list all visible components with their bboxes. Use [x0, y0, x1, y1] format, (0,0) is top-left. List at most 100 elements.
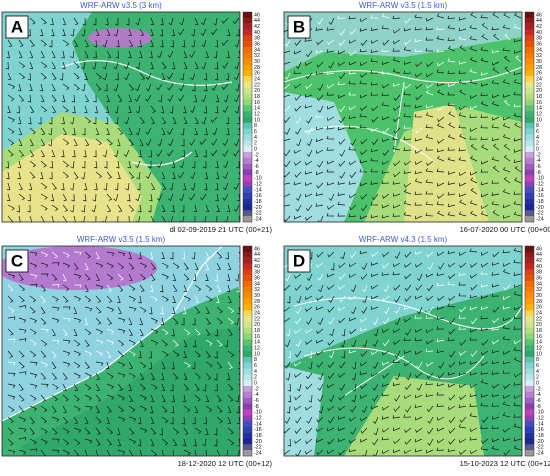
colorbar-label: 46	[254, 12, 260, 18]
timestamp: 18-12-2020 12 UTC (00+12)	[178, 459, 273, 468]
wind-barb	[372, 416, 379, 424]
wind-barb	[327, 204, 335, 210]
colorbar-label: 44	[254, 252, 260, 258]
wind-barb	[194, 306, 201, 314]
wind-barb	[215, 94, 220, 103]
wind-barb	[381, 160, 390, 165]
wind-barb	[150, 28, 154, 36]
wind-barb	[62, 350, 71, 356]
wind-barb	[392, 213, 401, 217]
wind-barb	[459, 199, 467, 206]
wind-barb	[161, 405, 168, 413]
colorbar-cell	[243, 310, 252, 317]
wind-barb	[436, 182, 445, 187]
wind-barb	[403, 337, 412, 341]
wind-barb	[469, 94, 478, 99]
colorbar-cell	[243, 64, 252, 71]
wind-barb	[40, 394, 47, 402]
wind-barb	[93, 160, 98, 169]
wind-barb	[145, 138, 152, 146]
colorbar-cell	[525, 403, 534, 410]
wind-barb	[29, 127, 36, 135]
wind-barb	[226, 204, 231, 213]
wind-barb	[139, 317, 144, 325]
wind-barb	[294, 83, 302, 89]
colorbar-label: 16	[536, 100, 542, 106]
wind-barb	[104, 83, 108, 92]
wind-barb	[361, 262, 368, 270]
wind-barb	[305, 405, 313, 411]
colorbar-cell	[243, 246, 252, 253]
wind-barb	[51, 83, 56, 92]
wind-barb	[40, 416, 48, 424]
wind-barb	[293, 181, 302, 186]
wind-barb	[316, 94, 324, 102]
wind-barb	[62, 284, 70, 292]
wind-barb	[161, 295, 169, 302]
wind-barb	[95, 72, 102, 80]
wind-barb	[348, 61, 357, 66]
wind-barb	[317, 273, 324, 281]
wind-barb	[338, 317, 346, 324]
wind-barb	[382, 339, 390, 347]
wind-barb	[167, 72, 174, 80]
wind-barb	[172, 372, 179, 380]
wind-barb	[115, 72, 119, 81]
wind-barb	[502, 350, 511, 355]
wind-barb	[293, 215, 302, 220]
wind-barb	[161, 116, 167, 124]
wind-barb	[328, 416, 335, 424]
wind-barb	[491, 360, 500, 365]
wind-barb	[350, 284, 357, 293]
wind-barb	[139, 116, 145, 124]
wind-barb	[205, 361, 213, 368]
wind-barb	[192, 339, 197, 348]
colorbar-cell	[243, 216, 252, 223]
wind-barb	[48, 138, 53, 147]
wind-barb	[93, 149, 97, 158]
colorbar-label: -20	[254, 205, 262, 211]
colorbar-cell	[243, 122, 252, 129]
wind-barb	[326, 105, 335, 110]
wind-barb	[436, 349, 445, 354]
wind-barb	[7, 328, 14, 336]
wind-barb	[84, 138, 90, 146]
colorbar-label: 38	[536, 36, 542, 42]
colorbar-label: 46	[536, 246, 542, 252]
wind-barb	[327, 251, 335, 258]
wind-barb	[84, 317, 89, 325]
wind-barb	[352, 383, 357, 392]
colorbar-cell	[525, 327, 534, 334]
wind-barb	[194, 405, 199, 414]
wind-barb	[491, 101, 500, 107]
wind-barb	[449, 350, 456, 358]
wind-barb	[382, 61, 390, 66]
wind-barb	[194, 61, 199, 70]
wind-barb	[216, 251, 223, 259]
colorbar-label: -16	[254, 193, 262, 199]
wind-barb	[339, 28, 346, 36]
wind-barb	[316, 328, 324, 334]
wind-barb	[404, 284, 412, 292]
wind-barb	[7, 316, 16, 320]
wind-barb	[84, 449, 88, 456]
colorbar-cell	[525, 368, 534, 375]
wind-barb	[172, 427, 180, 435]
wind-barb	[136, 171, 141, 180]
wind-barb	[199, 138, 207, 145]
colorbar-label: -6	[254, 164, 259, 170]
map-field	[2, 246, 240, 456]
colorbar-label: 12	[536, 345, 542, 351]
colorbar-label: -18	[254, 433, 262, 439]
colorbar-label: -24	[536, 216, 544, 222]
wind-barb	[491, 80, 500, 85]
wind-barb	[381, 170, 390, 174]
wind-barb	[287, 438, 292, 447]
wind-barb	[181, 251, 186, 260]
colorbar-cell	[525, 386, 534, 393]
wind-barb	[448, 328, 456, 335]
wind-barb	[492, 306, 500, 313]
wind-barb	[62, 372, 68, 380]
wind-barb	[161, 262, 169, 269]
wind-barb	[305, 438, 313, 445]
